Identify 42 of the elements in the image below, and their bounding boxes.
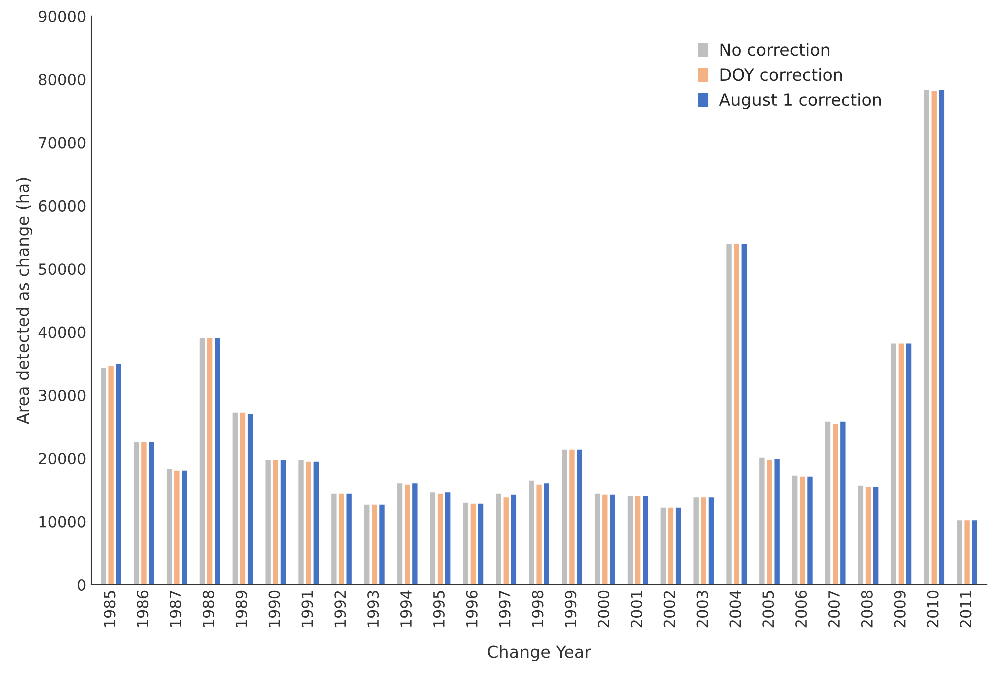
x-tick-label: 2004: [730, 590, 742, 628]
x-tick-label: 2010: [927, 590, 939, 628]
y-tick-label: 0: [78, 579, 86, 592]
x-tick-label: 1992: [334, 591, 346, 628]
x-tick-label: 2005: [762, 591, 774, 628]
x-tick-label: 1993: [368, 591, 380, 628]
x-tick-label: 2003: [696, 591, 708, 628]
y-axis-title: Area detected as change (ha): [16, 178, 33, 424]
x-tick-label: 1987: [170, 591, 182, 628]
x-tick-label: 2008: [861, 590, 873, 628]
y-tick-label: 30000: [39, 390, 86, 402]
y-tick-label: 40000: [38, 326, 86, 338]
y-tick-label: 90000: [39, 10, 86, 22]
x-tick-label: 1986: [137, 590, 149, 628]
y-tick-label: 50000: [39, 264, 86, 276]
y-tick-label: 10000: [40, 516, 86, 528]
x-tick-label: 2007: [828, 591, 840, 628]
legend-label: August 1 correction: [719, 93, 882, 110]
x-tick-label: 1990: [268, 590, 280, 628]
x-tick-label: 1998: [532, 590, 544, 628]
x-tick-label: 2000: [598, 590, 610, 628]
x-tick-label: 2011: [960, 591, 972, 628]
x-tick-label: 2002: [664, 591, 676, 628]
x-tick-label: 2001: [630, 591, 642, 628]
y-tick-label: 70000: [39, 137, 86, 149]
x-tick-label: 1995: [433, 591, 445, 628]
x-tick-label: 1996: [466, 590, 478, 628]
x-tick-label: 1991: [302, 591, 314, 628]
x-tick-label: 1985: [104, 591, 116, 628]
x-tick-label: 1994: [400, 590, 412, 628]
y-tick-label: 20000: [39, 453, 86, 465]
x-axis-title: Change Year: [488, 645, 592, 662]
x-tick-label: 1997: [499, 591, 511, 628]
y-tick-label: 80000: [39, 74, 86, 86]
x-tick-label: 1988: [202, 590, 214, 628]
x-tick-label: 2006: [796, 590, 808, 628]
x-tick-label: 1999: [565, 590, 577, 628]
x-tick-label: 2009: [894, 590, 906, 628]
legend-label: No correction: [720, 43, 830, 56]
y-tick-label: 60000: [39, 200, 86, 212]
legend-label: DOY correction: [720, 68, 842, 82]
x-tick-label: 1989: [236, 590, 248, 628]
